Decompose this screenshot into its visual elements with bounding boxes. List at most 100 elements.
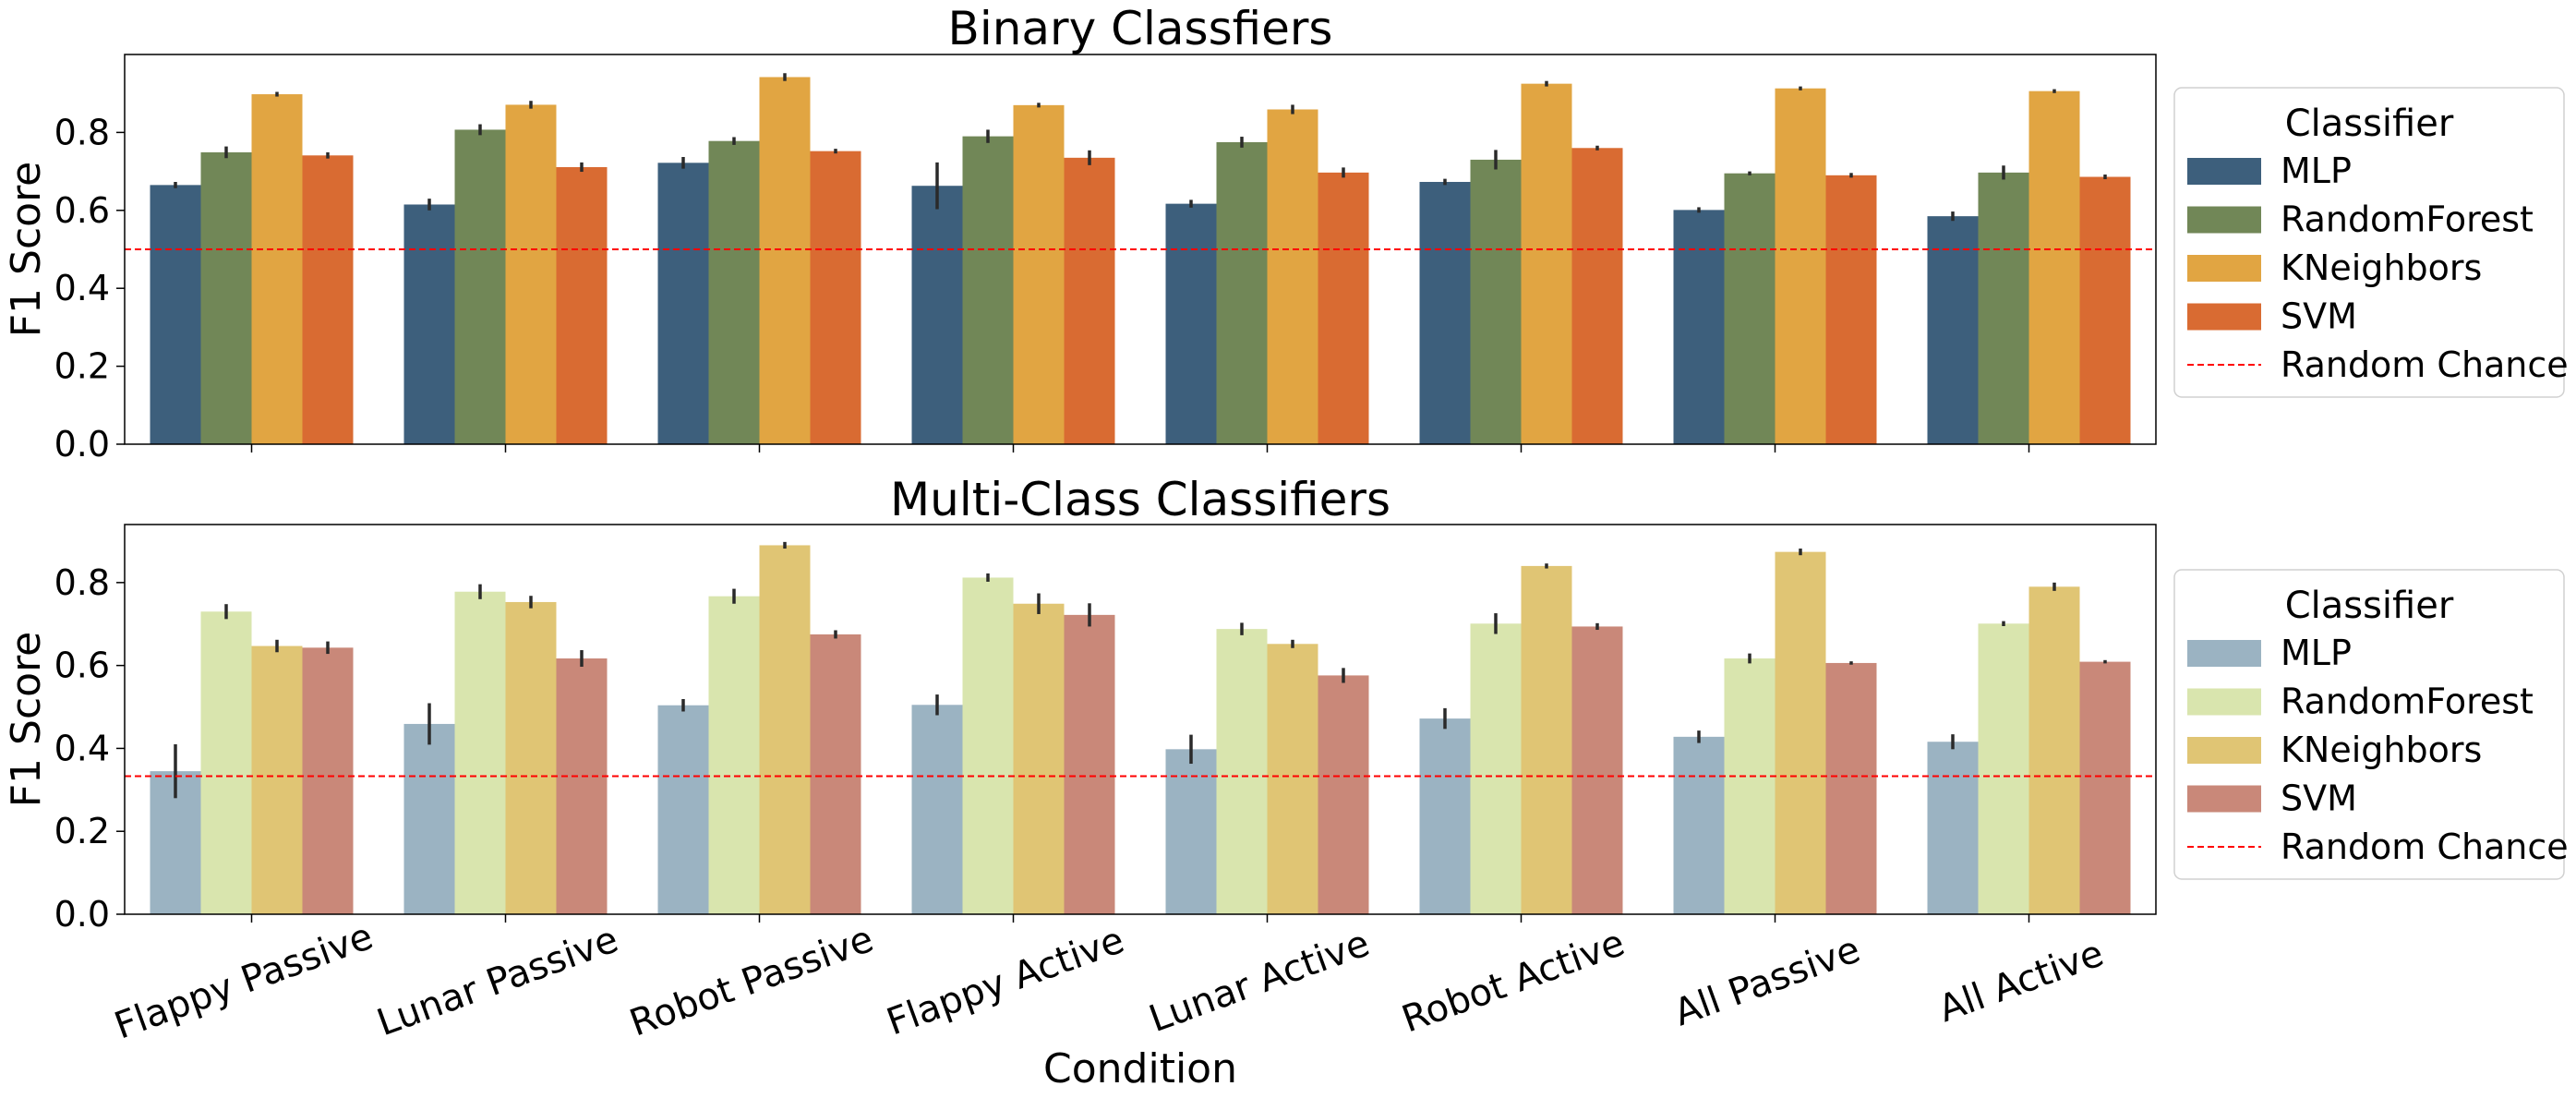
bar-mlp-robot-passive xyxy=(657,705,709,914)
binary-classifiers-panel: Binary Classfiers 0.0 0.2 0.4 0.6 0.8F1 Score… xyxy=(3,2,2569,465)
bar-randomforest-robot-active xyxy=(1470,623,1522,914)
bar-svm-lunar-passive xyxy=(556,166,608,444)
bar-randomforest-flappy-passive xyxy=(200,611,252,914)
bar-svm-lunar-active xyxy=(1318,675,1369,914)
y-tick-label-0-4: 0.8 xyxy=(54,112,110,152)
bar-randomforest-all-passive xyxy=(1724,173,1776,444)
bar-mlp-all-active xyxy=(1927,216,1979,444)
bar-mlp-lunar-passive xyxy=(403,204,455,444)
bar-kneighbors-lunar-passive xyxy=(505,104,557,445)
legend-swatch-mlp-1 xyxy=(2187,640,2261,667)
y-axis-label-0: F1 Score xyxy=(3,162,50,338)
bar-kneighbors-robot-active xyxy=(1521,565,1572,914)
bar-kneighbors-all-passive xyxy=(1775,551,1826,914)
bar-mlp-flappy-passive xyxy=(150,185,201,444)
legend-swatch-kneighbors-0 xyxy=(2187,255,2261,282)
bar-kneighbors-lunar-passive xyxy=(505,601,557,914)
legend-label-random-chance-0: Random Chance xyxy=(2281,344,2569,385)
bar-kneighbors-flappy-passive xyxy=(251,94,303,444)
bar-kneighbors-robot-active xyxy=(1521,83,1572,445)
chart-title-1: Multi-Class Classifiers xyxy=(890,473,1390,526)
y-tick-label-0-1: 0.2 xyxy=(54,346,110,387)
bar-kneighbors-robot-passive xyxy=(759,545,811,914)
bar-svm-robot-active xyxy=(1571,148,1623,444)
bar-svm-robot-passive xyxy=(810,633,861,914)
bar-randomforest-all-passive xyxy=(1724,658,1776,914)
bar-randomforest-lunar-passive xyxy=(454,129,506,445)
x-tick-label-all-active: All Active xyxy=(1933,932,2110,1031)
y-tick-label-1-0: 0.0 xyxy=(54,894,110,935)
y-tick-label-1-2: 0.4 xyxy=(54,728,110,768)
x-tick-label-robot-passive: Robot Passive xyxy=(624,918,879,1045)
legend-0: Classifier MLP RandomForest KNeighbors SVM Ra… xyxy=(2173,87,2569,398)
bar-mlp-robot-passive xyxy=(657,163,709,445)
bar-randomforest-flappy-active xyxy=(962,136,1014,444)
bar-kneighbors-flappy-active xyxy=(1013,603,1065,914)
bar-svm-lunar-active xyxy=(1318,172,1369,444)
y-tick-label-0-2: 0.4 xyxy=(54,268,110,308)
y-tick-label-0-3: 0.6 xyxy=(54,190,110,231)
bar-kneighbors-all-active xyxy=(2028,586,2080,914)
bar-randomforest-flappy-passive xyxy=(200,151,252,444)
bar-randomforest-lunar-passive xyxy=(454,591,506,914)
bar-randomforest-lunar-active xyxy=(1216,629,1268,914)
bar-mlp-all-passive xyxy=(1673,210,1725,444)
y-axis-label-1: F1 Score xyxy=(3,632,50,808)
bar-kneighbors-all-active xyxy=(2028,90,2080,444)
y-tick-label-1-3: 0.6 xyxy=(54,646,110,686)
plot-frame-0 xyxy=(124,54,2157,445)
x-tick-label-lunar-passive: Lunar Passive xyxy=(372,918,624,1044)
x-tick-label-robot-active: Robot Active xyxy=(1397,922,1631,1042)
legend-label-random-chance-1: Random Chance xyxy=(2281,827,2569,867)
legend-label-mlp-1: MLP xyxy=(2281,633,2352,673)
legend-box-0 xyxy=(2173,87,2565,398)
x-tick-label-flappy-active: Flappy Active xyxy=(882,919,1130,1044)
bar-mlp-robot-active xyxy=(1419,718,1471,914)
x-tick-label-flappy-passive: Flappy Passive xyxy=(109,915,379,1048)
legend-label-mlp-0: MLP xyxy=(2281,151,2352,191)
legend-label-svm-1: SVM xyxy=(2281,778,2357,819)
bar-randomforest-all-active xyxy=(1978,623,2029,914)
bar-svm-all-active xyxy=(2079,661,2131,914)
bar-svm-flappy-passive xyxy=(302,155,354,444)
bar-kneighbors-lunar-active xyxy=(1267,109,1318,444)
y-tick-label-1-4: 0.8 xyxy=(54,562,110,603)
bar-kneighbors-flappy-passive xyxy=(251,646,303,914)
bar-mlp-flappy-active xyxy=(911,705,963,914)
bar-svm-robot-passive xyxy=(810,151,861,444)
bar-svm-all-passive xyxy=(1825,175,1877,444)
legend-label-kneighbors-1: KNeighbors xyxy=(2281,730,2482,770)
bar-mlp-robot-active xyxy=(1419,181,1471,444)
x-axis-label: Condition xyxy=(1043,1045,1237,1092)
legend-1: Classifier MLP RandomForest KNeighbors SVM Ra… xyxy=(2173,569,2569,880)
bar-mlp-lunar-active xyxy=(1165,749,1217,914)
bar-randomforest-flappy-active xyxy=(962,577,1014,914)
bar-randomforest-robot-active xyxy=(1470,159,1522,444)
bar-mlp-flappy-active xyxy=(911,186,963,445)
multi-class-classifiers-panel: Multi-Class Classifiers 0.0 0.2 0.4 0.6 0.8F1… xyxy=(3,473,2569,1092)
y-tick-label-1-1: 0.2 xyxy=(54,811,110,851)
legend-label-randomforest-0: RandomForest xyxy=(2281,199,2534,240)
bar-kneighbors-robot-passive xyxy=(759,77,811,444)
bar-svm-all-passive xyxy=(1825,662,1877,914)
chart-title-0: Binary Classfiers xyxy=(948,2,1333,55)
bar-mlp-lunar-passive xyxy=(403,723,455,914)
bar-svm-all-active xyxy=(2079,176,2131,444)
legend-swatch-randomforest-0 xyxy=(2187,206,2261,234)
bar-svm-flappy-active xyxy=(1064,157,1115,444)
legend-swatch-svm-0 xyxy=(2187,303,2261,331)
x-tick-label-all-passive: All Passive xyxy=(1668,928,1865,1034)
legend-swatch-randomforest-1 xyxy=(2187,688,2261,716)
bar-mlp-lunar-active xyxy=(1165,203,1217,444)
y-tick-label-0-0: 0.0 xyxy=(54,424,110,465)
bar-kneighbors-flappy-active xyxy=(1013,104,1065,445)
bar-randomforest-robot-passive xyxy=(708,596,760,914)
bar-randomforest-all-active xyxy=(1978,172,2029,444)
legend-swatch-mlp-0 xyxy=(2187,158,2261,185)
legend-swatch-svm-1 xyxy=(2187,785,2261,813)
legend-label-kneighbors-0: KNeighbors xyxy=(2281,247,2482,288)
bar-kneighbors-lunar-active xyxy=(1267,644,1318,914)
legend-title-0: Classifier xyxy=(2285,103,2454,145)
bar-svm-lunar-passive xyxy=(556,658,608,914)
